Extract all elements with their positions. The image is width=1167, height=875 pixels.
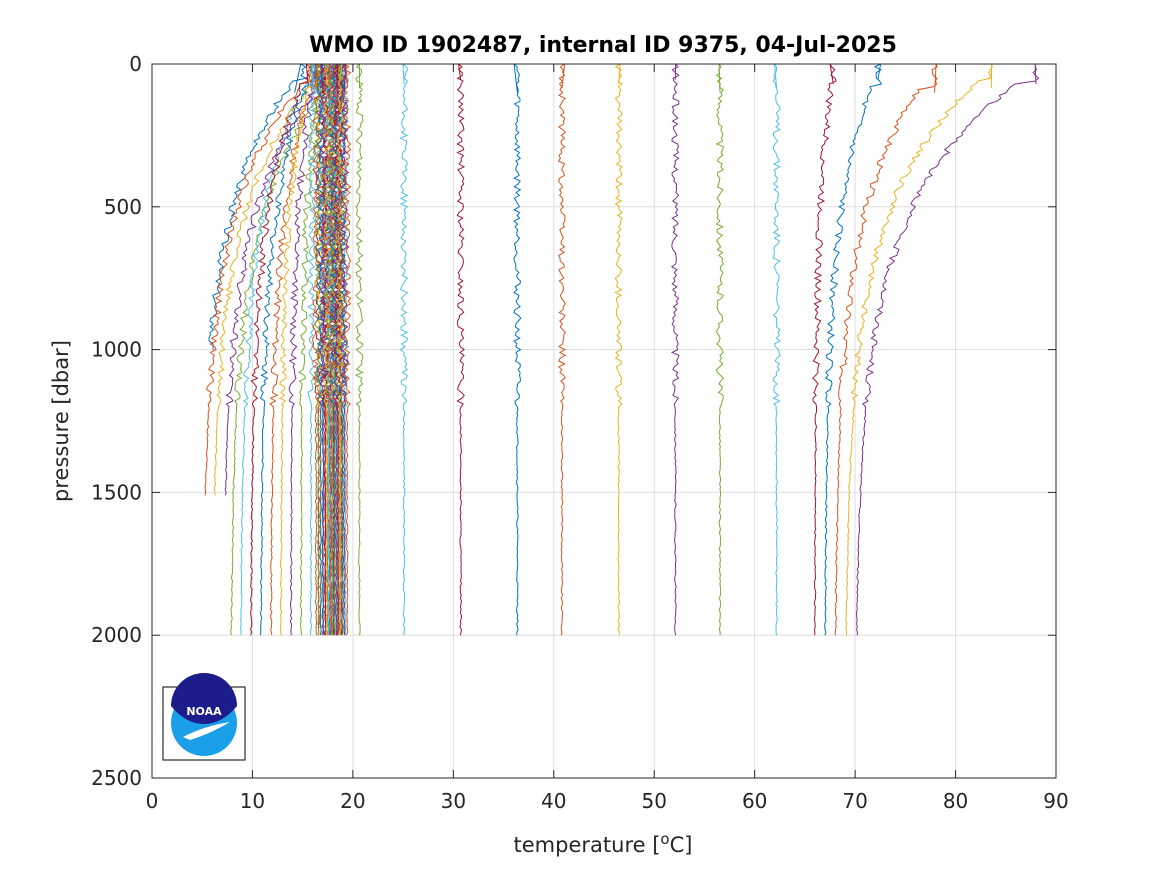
logo-text: NOAA [186, 705, 222, 718]
profile-line [845, 64, 993, 636]
x-tick-label: 50 [641, 789, 666, 813]
profile-line [338, 64, 347, 636]
x-axis-label-text: temperature [ [514, 833, 661, 857]
x-tick-label: 60 [742, 789, 767, 813]
y-tick-label: 2500 [91, 766, 142, 790]
profile-line [331, 64, 341, 636]
y-tick-label: 1000 [91, 338, 142, 362]
profile-line [204, 64, 317, 496]
series-group [204, 64, 1040, 636]
plot-area [152, 64, 1056, 778]
x-tick-label: 80 [943, 789, 968, 813]
profile-line [354, 64, 364, 636]
profile-line [336, 64, 346, 636]
profile-line [824, 64, 883, 636]
logo-bird-shape [171, 673, 237, 724]
x-tick-label: 70 [842, 789, 867, 813]
profile-line [335, 64, 345, 636]
profile-line [399, 64, 409, 636]
profile-line [298, 64, 325, 636]
profile-line [208, 64, 308, 350]
y-tick-label: 1500 [91, 480, 142, 504]
axis-box [151, 63, 1057, 779]
x-tick-label: 40 [541, 789, 566, 813]
profile-line [314, 64, 323, 636]
x-tick-label: 90 [1043, 789, 1068, 813]
grid-lines [152, 64, 1056, 778]
profile-line [339, 64, 349, 636]
x-tick-label: 10 [240, 789, 265, 813]
profile-line [240, 64, 319, 636]
y-tick-labels: 0 500 1000 1500 2000 2500 [91, 52, 142, 790]
noaa-logo: NOAA [162, 673, 246, 761]
x-tick-label: 0 [146, 789, 159, 813]
profile-line [288, 64, 320, 636]
profile-line [855, 64, 1040, 636]
profile-line [834, 64, 938, 636]
profile-line [259, 64, 317, 636]
profile-line [230, 64, 345, 636]
profile-line [269, 64, 322, 636]
x-axis-label-unit: C] [670, 833, 693, 857]
profile-line [311, 64, 321, 636]
profile-line [812, 64, 837, 636]
y-tick-label: 2000 [91, 623, 142, 647]
profile-line [328, 64, 337, 636]
profile-line [326, 64, 336, 636]
x-tick-label: 30 [441, 789, 466, 813]
profile-line [278, 64, 314, 636]
x-tick-label: 20 [340, 789, 365, 813]
x-axis-label: temperature [oC] [514, 830, 693, 857]
profile-line [670, 64, 680, 636]
y-tick-label: 500 [104, 195, 142, 219]
profile-line [250, 64, 311, 636]
profile-line [318, 64, 328, 636]
x-tick-labels: 0 10 20 30 40 50 60 70 80 90 [146, 789, 1069, 813]
chart-title: WMO ID 1902487, internal ID 9375, 04-Jul… [309, 33, 897, 58]
axis-frame [151, 63, 1057, 779]
profile-line [333, 64, 343, 636]
profile-line [213, 64, 328, 496]
profile-line [772, 64, 781, 636]
profile-line [456, 64, 466, 636]
y-axis-label: pressure [dbar] [49, 340, 73, 502]
profile-line [715, 64, 725, 636]
profile-line [306, 64, 318, 636]
profile-line [342, 64, 352, 636]
profile-line [557, 64, 567, 636]
y-tick-label: 0 [129, 52, 142, 76]
profile-line [322, 64, 331, 636]
profile-line [513, 64, 522, 636]
x-axis-label-superscript: o [660, 830, 669, 848]
profile-line [614, 64, 624, 636]
logo-wave [183, 722, 230, 740]
